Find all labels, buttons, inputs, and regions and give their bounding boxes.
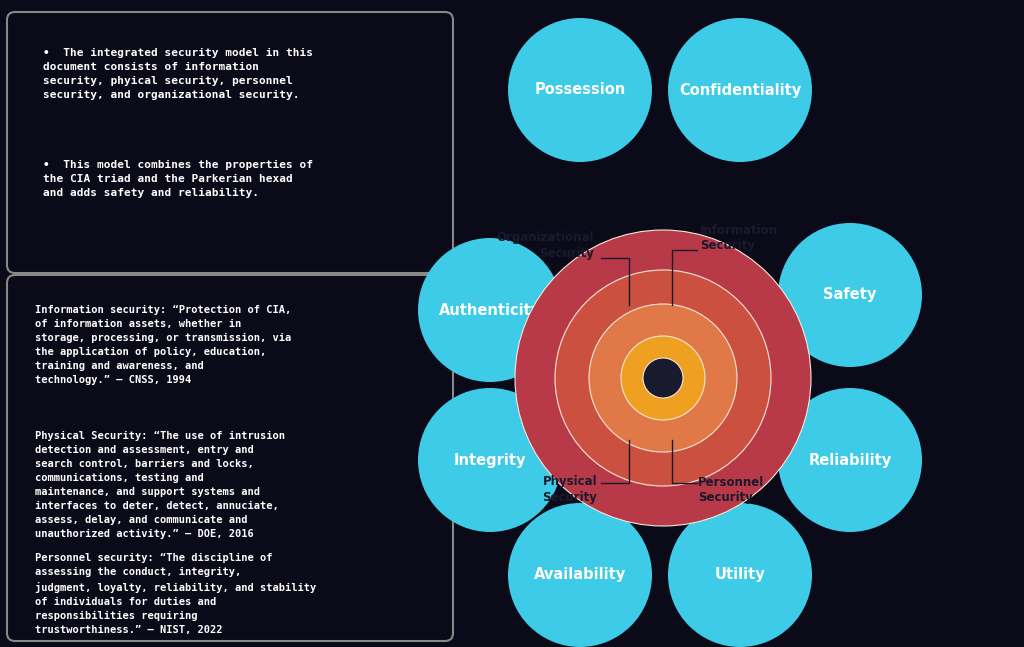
Circle shape — [668, 18, 812, 162]
Text: Physical Security: “The use of intrusion
detection and assessment, entry and
sea: Physical Security: “The use of intrusion… — [35, 431, 285, 539]
Text: Physical
Security: Physical Security — [542, 476, 597, 505]
Circle shape — [418, 238, 562, 382]
Text: Availability: Availability — [534, 567, 626, 582]
Circle shape — [621, 336, 705, 420]
Circle shape — [508, 503, 652, 647]
Text: Personnel
Security: Personnel Security — [698, 476, 764, 505]
Circle shape — [778, 223, 922, 367]
Circle shape — [515, 230, 811, 526]
Text: Utility: Utility — [715, 567, 765, 582]
Text: Safety: Safety — [823, 287, 877, 303]
Text: •  This model combines the properties of
the CIA triad and the Parkerian hexad
a: • This model combines the properties of … — [43, 160, 313, 198]
Text: Information
Security: Information Security — [700, 223, 778, 252]
FancyBboxPatch shape — [7, 275, 453, 641]
Circle shape — [778, 388, 922, 532]
Circle shape — [589, 304, 737, 452]
Text: Information security: “Protection of CIA,
of information assets, whether in
stor: Information security: “Protection of CIA… — [35, 305, 291, 385]
FancyBboxPatch shape — [7, 12, 453, 273]
Circle shape — [555, 270, 771, 486]
Text: Possession: Possession — [535, 83, 626, 98]
Text: Organizational
Security: Organizational Security — [497, 230, 594, 259]
Text: Authenticity: Authenticity — [439, 303, 541, 318]
Circle shape — [668, 503, 812, 647]
Circle shape — [643, 358, 683, 398]
Text: Reliability: Reliability — [808, 452, 892, 468]
Circle shape — [418, 388, 562, 532]
Text: •  The integrated security model in this
document consists of information
securi: • The integrated security model in this … — [43, 48, 313, 100]
Circle shape — [508, 18, 652, 162]
Text: Personnel security: “The discipline of
assessing the conduct, integrity,
judgmen: Personnel security: “The discipline of a… — [35, 553, 316, 635]
Text: Integrity: Integrity — [454, 452, 526, 468]
Text: Confidentiality: Confidentiality — [679, 83, 801, 98]
